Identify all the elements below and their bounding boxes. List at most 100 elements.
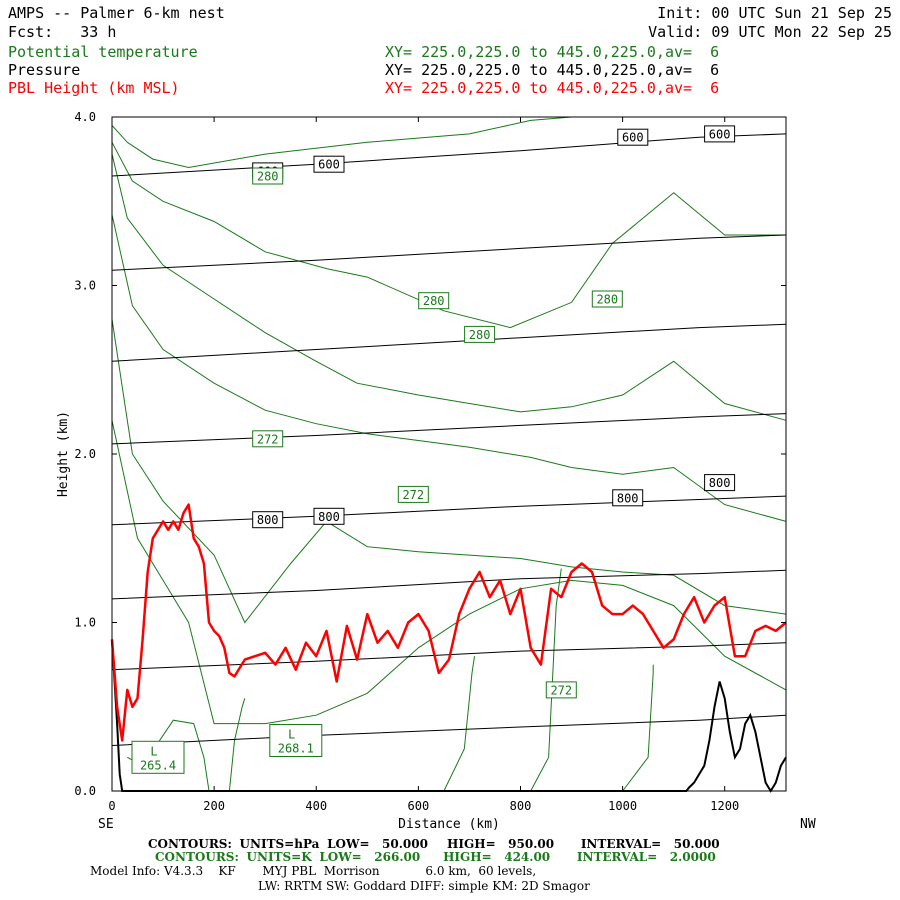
low-marker-box-0 (131, 740, 185, 774)
pressure-label-4-box (252, 511, 284, 529)
forecast-hour: Fcst: 33 h (8, 23, 117, 41)
pressure-label-5-text: 800 (318, 510, 340, 524)
footer-theta-contours-label: CONTOURS: (155, 850, 239, 864)
theta-label-3-text: 280 (596, 293, 618, 307)
pressure-contour-2 (111, 569, 787, 600)
theta-label-2-text: 280 (469, 328, 491, 342)
pressure-contour-6 (111, 234, 787, 271)
legend-pbl-xy: XY= 225.0,225.0 to 445.0,225.0,av= 6 (385, 79, 720, 97)
pressure-contour-5 (111, 323, 787, 362)
footer-pressure-interval: INTERVAL= 50.000 (580, 837, 720, 851)
pressure-label-7-box (704, 474, 736, 492)
theta-label-3: 280 (591, 290, 623, 308)
low-marker-box-1 (269, 724, 323, 757)
x-tick-label-1: 200 (203, 799, 225, 813)
y-tick-label-0: 0.0 (74, 784, 96, 798)
x-end-right: NW (800, 817, 816, 832)
low-marker-symbol-1: L (288, 728, 295, 742)
theta-label-3-box (591, 290, 623, 308)
theta-contour-7 (228, 698, 246, 792)
y-axis-label: Height (km) (56, 411, 71, 497)
pressure-label-2-text: 600 (622, 131, 644, 145)
legend-theta-name: Potential temperature (8, 43, 198, 61)
footer-theta-contours: CONTOURS: UNITS=K LOW= 266.00 HIGH= 424.… (155, 851, 716, 864)
pressure-label-7-text: 800 (709, 476, 731, 490)
footer-pressure-contours: CONTOURS: UNITS=hPa LOW= 50.000 HIGH= 95… (148, 838, 720, 851)
pressure-label-1-box (313, 155, 345, 173)
legend-pressure-name: Pressure (8, 61, 81, 79)
footer-theta-low: LOW= 266.00 (319, 850, 421, 864)
x-tick-label-0: 0 (108, 799, 115, 813)
pressure-label-3-text: 600 (709, 127, 731, 141)
theta-label-4-box (252, 430, 284, 448)
y-tick-label-4: 4.0 (74, 110, 96, 124)
pressure-label-6-text: 800 (617, 491, 639, 505)
pressure-label-3: 600 (704, 125, 736, 143)
theta-label-6: 272 (545, 681, 577, 699)
theta-label-5-box (397, 485, 429, 503)
theta-label-5-text: 272 (402, 488, 424, 502)
legend-pbl-name: PBL Height (km MSL) (8, 79, 180, 97)
terrain-path (111, 639, 787, 793)
pbl-line (110, 503, 787, 742)
pressure-label-3-box (704, 125, 736, 143)
x-axis-label: Distance (km) (398, 817, 500, 832)
pressure-label-1: 600 (313, 155, 345, 173)
theta-label-6-box (545, 681, 577, 699)
pressure-label-7: 800 (704, 474, 736, 492)
axes: 0 200 400 600 800 1000 1200 0.0 1.0 2.0 3.0 4.0 (74, 110, 786, 813)
x-tick-label-5: 1000 (608, 799, 637, 813)
valid-time: Valid: 09 UTC Mon 22 Sep 25 (648, 23, 892, 41)
legend-theta-xy: XY= 225.0,225.0 to 445.0,225.0,av= 6 (385, 43, 720, 61)
theta-label-2-box (464, 325, 496, 343)
theta-label-4: 272 (252, 430, 284, 448)
theta-contour-8 (443, 656, 475, 792)
contour-labels: 6006006006008008008008002802802802802722… (131, 125, 736, 774)
theta-label-2: 280 (464, 325, 496, 343)
footer-theta-high: HIGH= 424.00 (443, 850, 551, 864)
theta-contour-0 (111, 116, 786, 169)
theta-label-1-box (418, 292, 450, 310)
theta-contour-5 (111, 420, 787, 725)
x-tick-label-2: 400 (305, 799, 327, 813)
theta-contour-3 (111, 214, 787, 522)
theta-label-6-text: 272 (550, 683, 572, 697)
footer-theta-units: UNITS=K (246, 850, 312, 864)
pressure-contour-1 (111, 642, 787, 671)
theta-contours (111, 116, 787, 792)
footer-pressure-contours-label: CONTOURS: (148, 837, 232, 851)
y-tick-label-2: 2.0 (74, 447, 96, 461)
low-marker-symbol-0: L (150, 744, 157, 758)
theta-label-5: 272 (397, 485, 429, 503)
footer-pressure-units: UNITS=hPa (239, 837, 320, 851)
theta-label-1: 280 (418, 292, 450, 310)
low-marker-value-0: 265.4 (140, 758, 176, 772)
x-tick-label-4: 800 (510, 799, 532, 813)
pressure-contours (111, 133, 787, 746)
pressure-contour-3 (111, 495, 787, 526)
pressure-contour-4 (111, 413, 787, 445)
x-tick-label-3: 600 (408, 799, 430, 813)
pbl-height-line (110, 503, 787, 742)
pressure-label-2-box (617, 128, 649, 146)
theta-contour-10 (622, 664, 654, 792)
theta-contour-4 (111, 319, 787, 624)
theta-label-4-text: 272 (257, 432, 279, 446)
theta-label-1-text: 280 (423, 294, 445, 308)
theta-contour-2 (111, 153, 787, 421)
pressure-label-4: 800 (252, 511, 284, 529)
x-tick-label-6: 1200 (710, 799, 739, 813)
init-time: Init: 00 UTC Sun 21 Sep 25 (657, 4, 892, 22)
y-tick-label-3: 3.0 (74, 279, 96, 293)
y-tick-label-1: 1.0 (74, 616, 96, 630)
pressure-label-4-text: 800 (257, 513, 279, 527)
chart-title: AMPS -- Palmer 6-km nest (8, 4, 225, 22)
pressure-label-5: 800 (313, 507, 345, 525)
theta-contour-9 (530, 568, 562, 792)
footer-physics-info: LW: RRTM SW: Goddard DIFF: simple KM: 2D… (258, 879, 590, 893)
footer-theta-interval: INTERVAL= 2.0000 (576, 850, 716, 864)
pressure-label-1-text: 600 (318, 158, 340, 172)
theta-label-0: 280 (252, 167, 284, 185)
